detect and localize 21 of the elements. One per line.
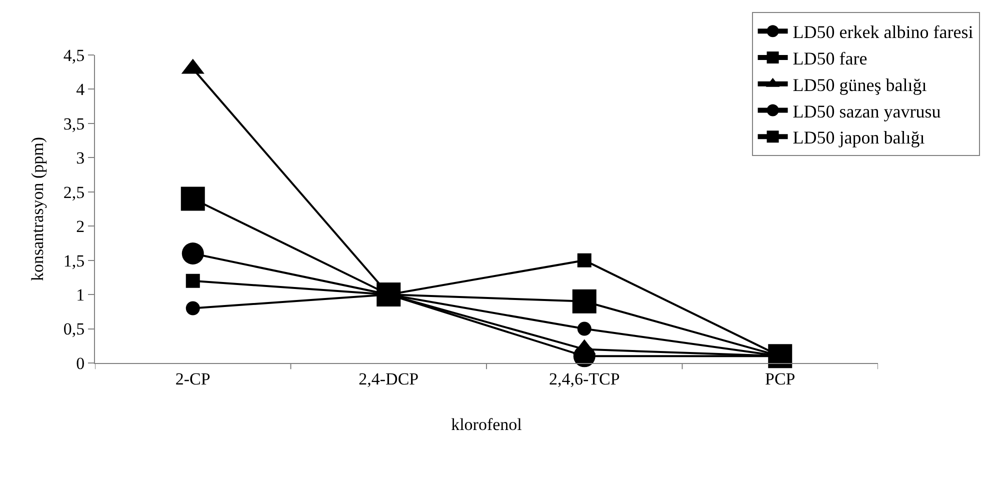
x-tick-label: 2-CP bbox=[175, 369, 210, 388]
y-tick-label: 4 bbox=[76, 80, 86, 100]
y-tick-label: 0,5 bbox=[63, 320, 85, 339]
legend-label: LD50 sazan yavrusu bbox=[792, 101, 941, 122]
y-tick-label: 2,5 bbox=[63, 182, 85, 202]
y-tick-label: 1,5 bbox=[63, 251, 85, 270]
legend-label: LD50 japon balığı bbox=[792, 128, 925, 148]
y-tick-label: 3 bbox=[76, 148, 85, 168]
x-tick-label: 2,4-DCP bbox=[358, 369, 419, 388]
y-axis-title: konsantrasyon (ppm) bbox=[28, 136, 47, 282]
y-tick-label: 0 bbox=[76, 354, 85, 373]
y-tick-label: 1 bbox=[76, 286, 85, 305]
legend-label: LD50 erkek albino faresi bbox=[792, 22, 974, 42]
y-tick-label: 2 bbox=[76, 217, 85, 236]
x-tick-label: 2,4,6-TCP bbox=[548, 369, 620, 388]
legend-label: LD50 fare bbox=[792, 48, 868, 68]
legend-label: LD50 güneş balığı bbox=[792, 74, 927, 95]
x-axis-title: klorofenol bbox=[451, 414, 522, 434]
y-tick-label: 4,5 bbox=[63, 46, 85, 65]
x-tick-label: PCP bbox=[765, 369, 796, 388]
y-tick-label: 3,5 bbox=[63, 114, 85, 134]
